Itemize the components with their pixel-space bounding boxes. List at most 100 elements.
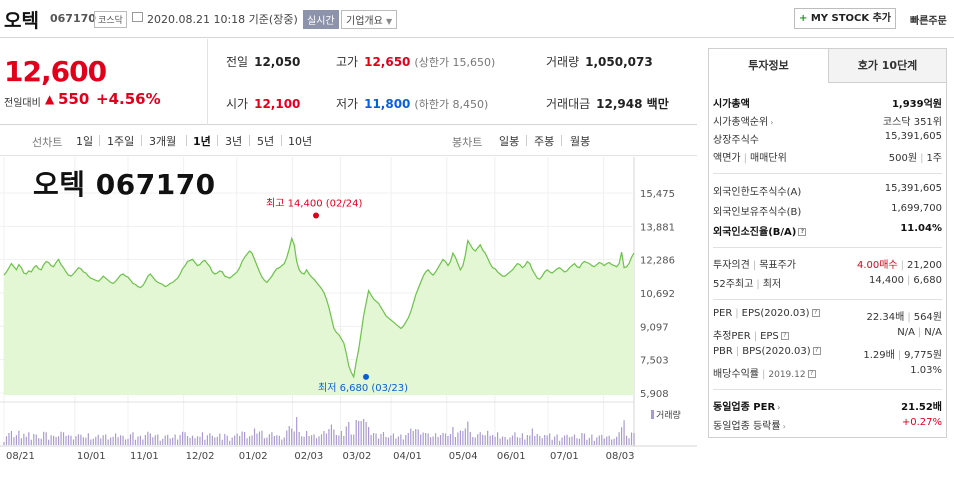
volume-bar (343, 436, 345, 445)
volume-bar (48, 439, 50, 445)
volume-bar (281, 439, 283, 445)
volume-bar (110, 437, 112, 445)
volume-bar (291, 428, 293, 445)
stat-low: 저가 11,800 (하한가 8,450) (336, 97, 489, 111)
invest-info-panel: 투자정보 호가 10단계 시가총액 1,939억원 시가총액순위 › 코스닥 351위… (708, 48, 947, 438)
volume-bar (338, 435, 340, 445)
volume-bar (434, 433, 437, 445)
volume-bar (494, 436, 496, 445)
add-mystock-button[interactable]: + MY STOCK 추가 (794, 8, 896, 29)
volume-bar (556, 434, 558, 445)
volume-bar (112, 436, 114, 445)
chevron-down-icon: ▼ (386, 17, 393, 26)
period-3m[interactable]: 3개월 (149, 135, 177, 148)
volume-bar (43, 431, 45, 445)
volume-bar (521, 433, 523, 445)
help-icon: ? (812, 347, 821, 355)
volume-bar (325, 433, 328, 445)
plus-icon: + (798, 13, 808, 24)
help-icon: ? (811, 309, 820, 317)
quick-order-button[interactable]: 빠른주문 (910, 16, 947, 27)
volume-bar (544, 435, 546, 445)
volume-bar (142, 439, 144, 445)
divider (713, 247, 942, 248)
y-tick-label: 7,503 (640, 356, 669, 367)
volume-bar (283, 437, 285, 445)
volume-bar (442, 433, 444, 445)
x-tick-label: 08/21 (6, 451, 35, 462)
volume-bar (105, 434, 107, 445)
period-5y[interactable]: 5년 (257, 135, 275, 148)
divider (713, 173, 942, 174)
volume-bar (38, 438, 40, 445)
volume-bar (402, 439, 404, 445)
volume-bar (92, 438, 94, 445)
price-area-fill (4, 238, 634, 395)
volume-bar (152, 437, 154, 445)
volume-bar (199, 436, 201, 445)
per-row: PER | EPS(2020.03)? 22.34배 | 564원 (713, 308, 942, 323)
volume-bar (286, 430, 288, 445)
period-1d[interactable]: 1일 (76, 135, 94, 148)
volume-bar (261, 430, 263, 445)
candle-daily[interactable]: 일봉 (499, 135, 520, 148)
period-1w[interactable]: 1주일 (107, 135, 135, 148)
divider (99, 135, 100, 146)
volume-bar (454, 437, 457, 445)
volume-bar (132, 432, 134, 445)
volume-bar (55, 437, 57, 445)
candle-weekly[interactable]: 주봉 (534, 135, 555, 148)
stat-volume: 거래량 1,050,073 (546, 55, 653, 69)
volume-bar (35, 434, 37, 445)
volume-bar (80, 434, 82, 445)
volume-bar (387, 437, 390, 445)
volume-bar (214, 437, 216, 445)
price-line (3, 236, 635, 379)
volume-bar (482, 434, 484, 445)
company-info-label: 기업개요 (346, 16, 383, 27)
period-1y[interactable]: 1년 (193, 135, 211, 148)
volume-bar (75, 436, 77, 445)
volume-bar (358, 421, 360, 445)
volume-bar (504, 437, 506, 445)
volume-bar (181, 431, 184, 445)
period-3y[interactable]: 3년 (225, 135, 243, 148)
volume-bar (224, 434, 226, 445)
volume-bar (479, 432, 481, 445)
volume-bar (563, 435, 566, 445)
line-chart-label: 선차트 (32, 136, 63, 149)
y-tick-label: 12,286 (640, 256, 675, 267)
company-info-dropdown[interactable]: 기업개요 ▼ (341, 10, 398, 29)
volume-bar (67, 435, 70, 445)
volume-bar (159, 440, 161, 445)
mcap-rank-row: 시가총액순위 › 코스닥 351위 (713, 117, 942, 128)
realtime-badge[interactable]: 실시간 (303, 10, 339, 29)
tab-orderbook[interactable]: 호가 10단계 (828, 49, 946, 83)
volume-bar (608, 435, 610, 445)
volume-bar (368, 427, 370, 445)
volume-bar (628, 438, 630, 445)
volume-bar (72, 439, 75, 445)
tab-invest-info[interactable]: 투자정보 (709, 49, 828, 83)
volume-bar (430, 437, 432, 445)
volume-bar (144, 435, 146, 445)
volume-bar (253, 428, 256, 445)
price-chart[interactable]: 15,475 13,881 12,286 10,692 9,097 7,503 5,908 0… (0, 157, 697, 485)
volume-bar (591, 434, 593, 445)
volume-bar (439, 435, 442, 445)
period-10y[interactable]: 10년 (288, 135, 313, 148)
x-tick-label: 04/01 (393, 451, 422, 462)
volume-bar (296, 417, 298, 445)
volume-bar (169, 438, 171, 445)
volume-bar (613, 438, 615, 445)
volume-bar (10, 431, 13, 445)
volume-bar (407, 433, 409, 445)
volume-bar (492, 435, 494, 445)
volume-bar (333, 429, 335, 445)
volume-bar (40, 438, 42, 445)
max-marker (313, 212, 319, 219)
candle-monthly[interactable]: 월봉 (570, 135, 591, 148)
industry-per-row: 동일업종 PER › 21.52배 (713, 402, 942, 413)
y-tick-label: 5,908 (640, 389, 669, 400)
volume-bar (420, 434, 422, 445)
